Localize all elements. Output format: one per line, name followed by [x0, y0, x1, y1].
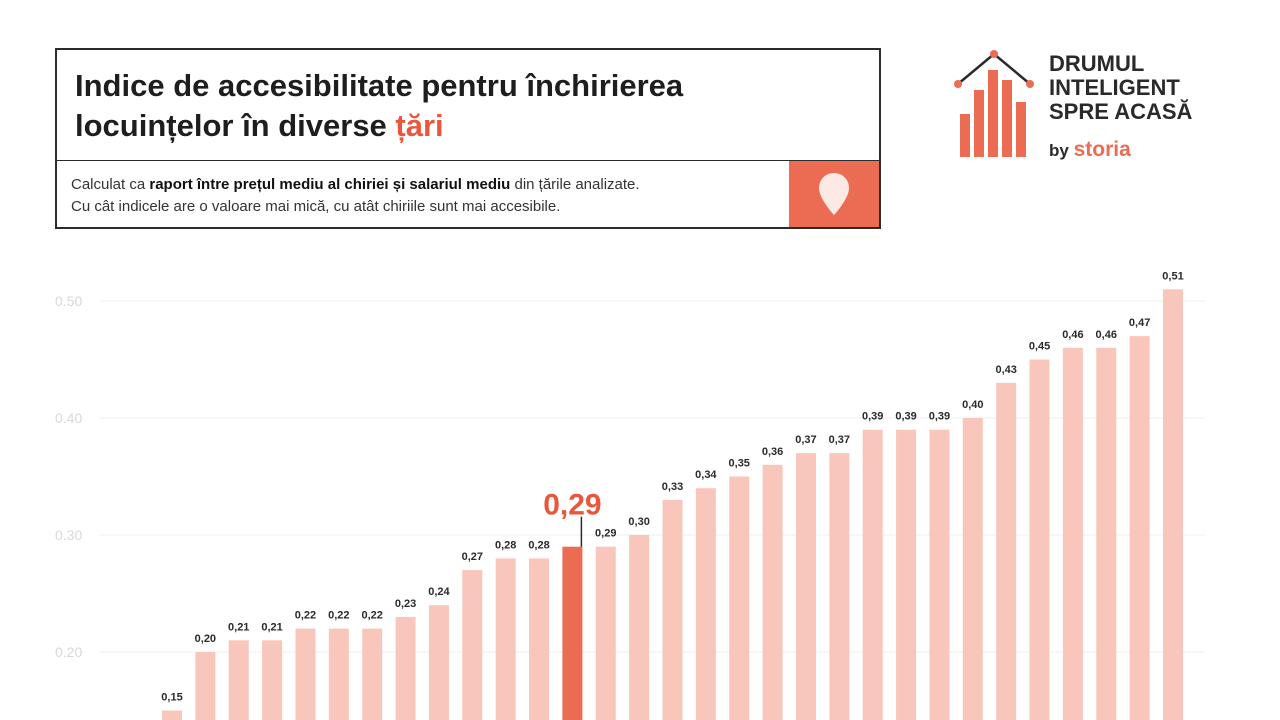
data-label: 0,34 [695, 469, 717, 481]
title-accent-word: țări [395, 108, 444, 143]
logo-brand: storia [1073, 138, 1131, 161]
data-label: 0,28 [528, 539, 549, 551]
data-label-highlight: 0,29 [543, 489, 601, 522]
bar [295, 628, 316, 720]
data-label: 0,20 [195, 633, 216, 645]
data-label: 0,22 [295, 610, 316, 622]
logo-wordmark: DRUMUL INTELIGENT SPRE ACASĂ [1049, 52, 1192, 124]
data-label: 0,15 [161, 692, 182, 704]
data-label: 0,51 [1162, 270, 1183, 282]
logo-line3: SPRE ACASĂ [1049, 99, 1193, 124]
data-label: 0,37 [829, 434, 850, 446]
data-label: 0,43 [995, 364, 1016, 376]
bar [529, 558, 550, 720]
bar [896, 429, 917, 720]
bar [328, 628, 349, 720]
title-line1: Indice de accesibilitate pentru închirie… [75, 68, 684, 103]
data-label: 0,33 [662, 481, 683, 493]
brand-logo: DRUMUL INTELIGENT SPRE ACASĂ by storia [952, 46, 1252, 166]
bar [729, 476, 750, 720]
bar [228, 640, 249, 720]
title-box: Indice de accesibilitate pentru închirie… [55, 48, 881, 229]
data-label: 0,28 [495, 539, 516, 551]
data-label: 0,39 [862, 411, 883, 423]
bar [996, 382, 1017, 720]
logo-line1: DRUMUL [1049, 51, 1145, 76]
bar [762, 464, 783, 720]
bar [962, 418, 983, 720]
data-label: 0,23 [395, 598, 416, 610]
data-label: 0,45 [1029, 341, 1050, 353]
bar-highlight [562, 546, 583, 720]
y-tick-label: 0.50 [55, 293, 82, 309]
bar [1029, 359, 1050, 720]
title-line2: locuințelor în diverse [75, 108, 396, 143]
data-label: 0,22 [361, 610, 382, 622]
bar [829, 453, 850, 720]
bar [195, 652, 216, 720]
subtitle-post: din țările analizate. [510, 176, 640, 193]
data-label: 0,21 [228, 621, 249, 633]
bar [695, 488, 716, 720]
bar [595, 546, 616, 720]
chart-title: Indice de accesibilitate pentru închirie… [57, 50, 879, 161]
subtitle-bold: raport între prețul mediu al chiriei și … [149, 176, 511, 193]
data-label: 0,24 [428, 586, 450, 598]
bar [1163, 289, 1183, 720]
subtitle-line2: Cu cât indicele are o valoare mai mică, … [71, 198, 561, 215]
data-label: 0,46 [1062, 329, 1083, 341]
bar [162, 710, 182, 720]
logo-line2: INTELIGENT [1049, 75, 1180, 100]
bar [629, 535, 650, 720]
data-label: 0,27 [462, 551, 483, 563]
data-label: 0,22 [328, 610, 349, 622]
data-label: 0,36 [762, 446, 783, 458]
bar [362, 628, 383, 720]
data-label: 0,40 [962, 399, 983, 411]
bar [395, 616, 416, 720]
bar [495, 558, 516, 720]
location-pin-icon [819, 173, 849, 215]
data-label: 0,37 [795, 434, 816, 446]
bar [1129, 336, 1150, 720]
y-tick-label: 0.40 [55, 410, 82, 426]
bar [428, 605, 449, 720]
bar [862, 429, 883, 720]
logo-by: by storia [1049, 138, 1131, 162]
bar [662, 499, 683, 720]
data-label: 0,30 [628, 516, 649, 528]
data-label: 0,21 [261, 621, 282, 633]
y-tick-label: 0.20 [55, 644, 82, 660]
logo-by-text: by [1049, 141, 1074, 160]
bar [262, 640, 283, 720]
data-label: 0,39 [929, 411, 950, 423]
house-bar-chart-icon [954, 50, 1034, 157]
data-label: 0,47 [1129, 317, 1150, 329]
chart-subtitle: Calculat ca raport între prețul mediu al… [57, 161, 791, 227]
y-tick-label: 0.30 [55, 527, 82, 543]
bar [929, 429, 950, 720]
pin-box [789, 161, 879, 227]
bar [1096, 347, 1117, 720]
subtitle-pre: Calculat ca [71, 176, 150, 193]
data-label: 0,29 [595, 528, 616, 540]
bar [1062, 347, 1083, 720]
data-label: 0,46 [1096, 329, 1117, 341]
title-heading: Indice de accesibilitate pentru închirie… [75, 66, 861, 146]
data-label: 0,35 [729, 458, 750, 470]
bar [462, 570, 483, 720]
data-label: 0,39 [895, 411, 916, 423]
bar [795, 453, 816, 720]
